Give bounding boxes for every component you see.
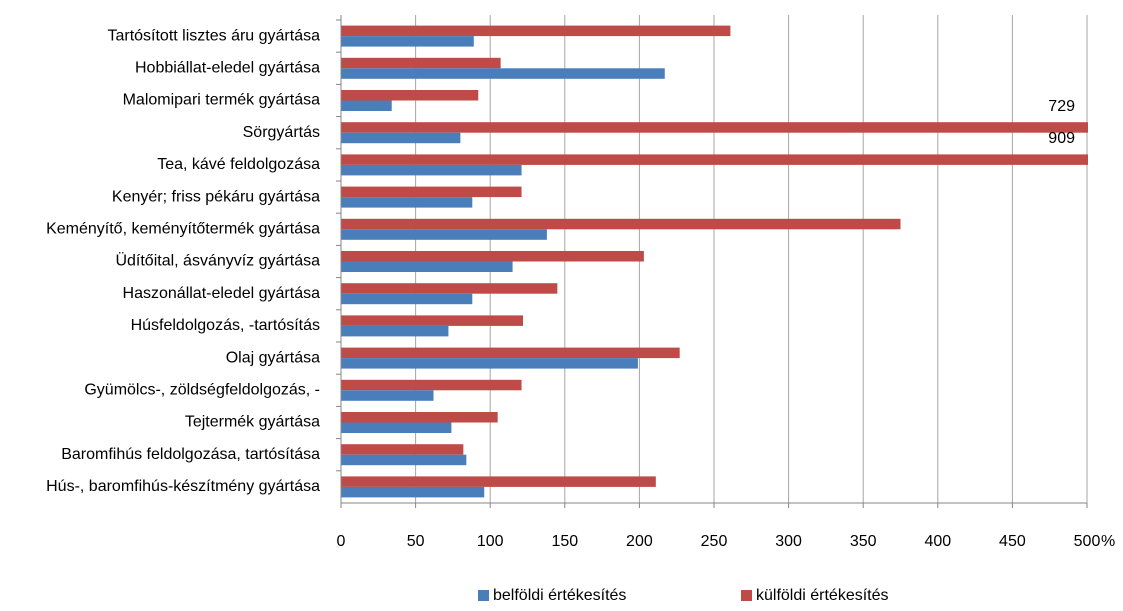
x-tick-label: 0: [337, 533, 346, 550]
axes: 0 50 100 150 200 250 300 350 400 450 500 % Tartósíto…: [46, 15, 1115, 604]
y-tick-label: Olaj gyártása: [226, 349, 320, 366]
x-tick-label: 400: [924, 533, 951, 550]
bar: [341, 293, 473, 305]
legend-swatch: [741, 590, 752, 601]
x-tick-label: 250: [701, 533, 728, 550]
bar: [341, 57, 501, 69]
bar: [341, 100, 392, 111]
y-tick-label: Haszonállat-eledel gyártása: [123, 285, 321, 302]
y-tick-label: Tea, kávé feldolgozása: [157, 156, 320, 173]
bar: [341, 261, 513, 272]
bar: [341, 164, 522, 176]
bar: [341, 476, 656, 487]
bar: [341, 283, 558, 294]
bar: [341, 25, 731, 37]
bar: [341, 347, 680, 359]
x-tick-label: 100: [477, 533, 504, 550]
bar: [341, 422, 452, 433]
x-tick-label: 200: [626, 533, 653, 550]
y-tick-label: Hús-, baromfihús-készítmény gyártása: [46, 478, 320, 495]
y-tick-label: Baromfihús feldolgozása, tartósítása: [61, 446, 320, 463]
x-tick-label: 50: [407, 533, 425, 550]
legend-label: külföldi értékesítés: [756, 587, 889, 604]
legend-label: belföldi értékesítés: [493, 587, 626, 604]
y-tick-label: Hobbiállat-eledel gyártása: [135, 60, 320, 77]
y-tick-label: Kenyér; friss pékáru gyártása: [112, 188, 320, 205]
x-tick-label: 500: [1074, 533, 1101, 550]
bar: [341, 444, 464, 455]
bar: [341, 132, 461, 144]
value-label: 909: [1048, 130, 1075, 147]
bar: [341, 154, 1088, 165]
y-tick-label: Tejtermék gyártása: [185, 414, 320, 431]
bar: [341, 218, 901, 230]
y-tick-label: Üdítőital, ásványvíz gyártása: [115, 252, 320, 270]
bar: [341, 379, 522, 391]
y-tick-label: Tartósított lisztes áru gyártása: [107, 27, 320, 44]
bar: [341, 315, 524, 326]
bar: [341, 251, 644, 262]
bar: [341, 197, 473, 208]
x-axis-unit: %: [1101, 533, 1115, 550]
y-tick-label: Keményítő, keményítőtermék gyártása: [46, 221, 320, 238]
x-tick-label: 150: [551, 533, 578, 550]
y-tick-label: Sörgyártás: [243, 124, 320, 141]
bar: [341, 122, 1088, 133]
bar: [341, 454, 467, 466]
y-tick-label: Gyümölcs-, zöldségfeldolgozás, -: [84, 382, 320, 399]
legend-swatch: [478, 590, 489, 601]
bar: [341, 358, 638, 369]
bar: [341, 229, 547, 240]
bar: [341, 390, 434, 401]
bars: [341, 25, 1088, 498]
bar: [341, 186, 522, 198]
x-tick-label: 450: [999, 533, 1026, 550]
bar: [341, 486, 485, 498]
value-label: 729: [1048, 98, 1075, 115]
bar: [341, 68, 665, 79]
y-tick-label: Malomipari termék gyártása: [123, 92, 321, 109]
bar: [341, 325, 449, 337]
bar: [341, 412, 498, 423]
x-tick-label: 350: [850, 533, 877, 550]
bar: [341, 36, 474, 47]
x-tick-label: 300: [775, 533, 802, 550]
grid: [415, 15, 1088, 503]
bar: [341, 90, 479, 101]
y-tick-label: Húsfeldolgozás, -tartósítás: [131, 317, 320, 334]
